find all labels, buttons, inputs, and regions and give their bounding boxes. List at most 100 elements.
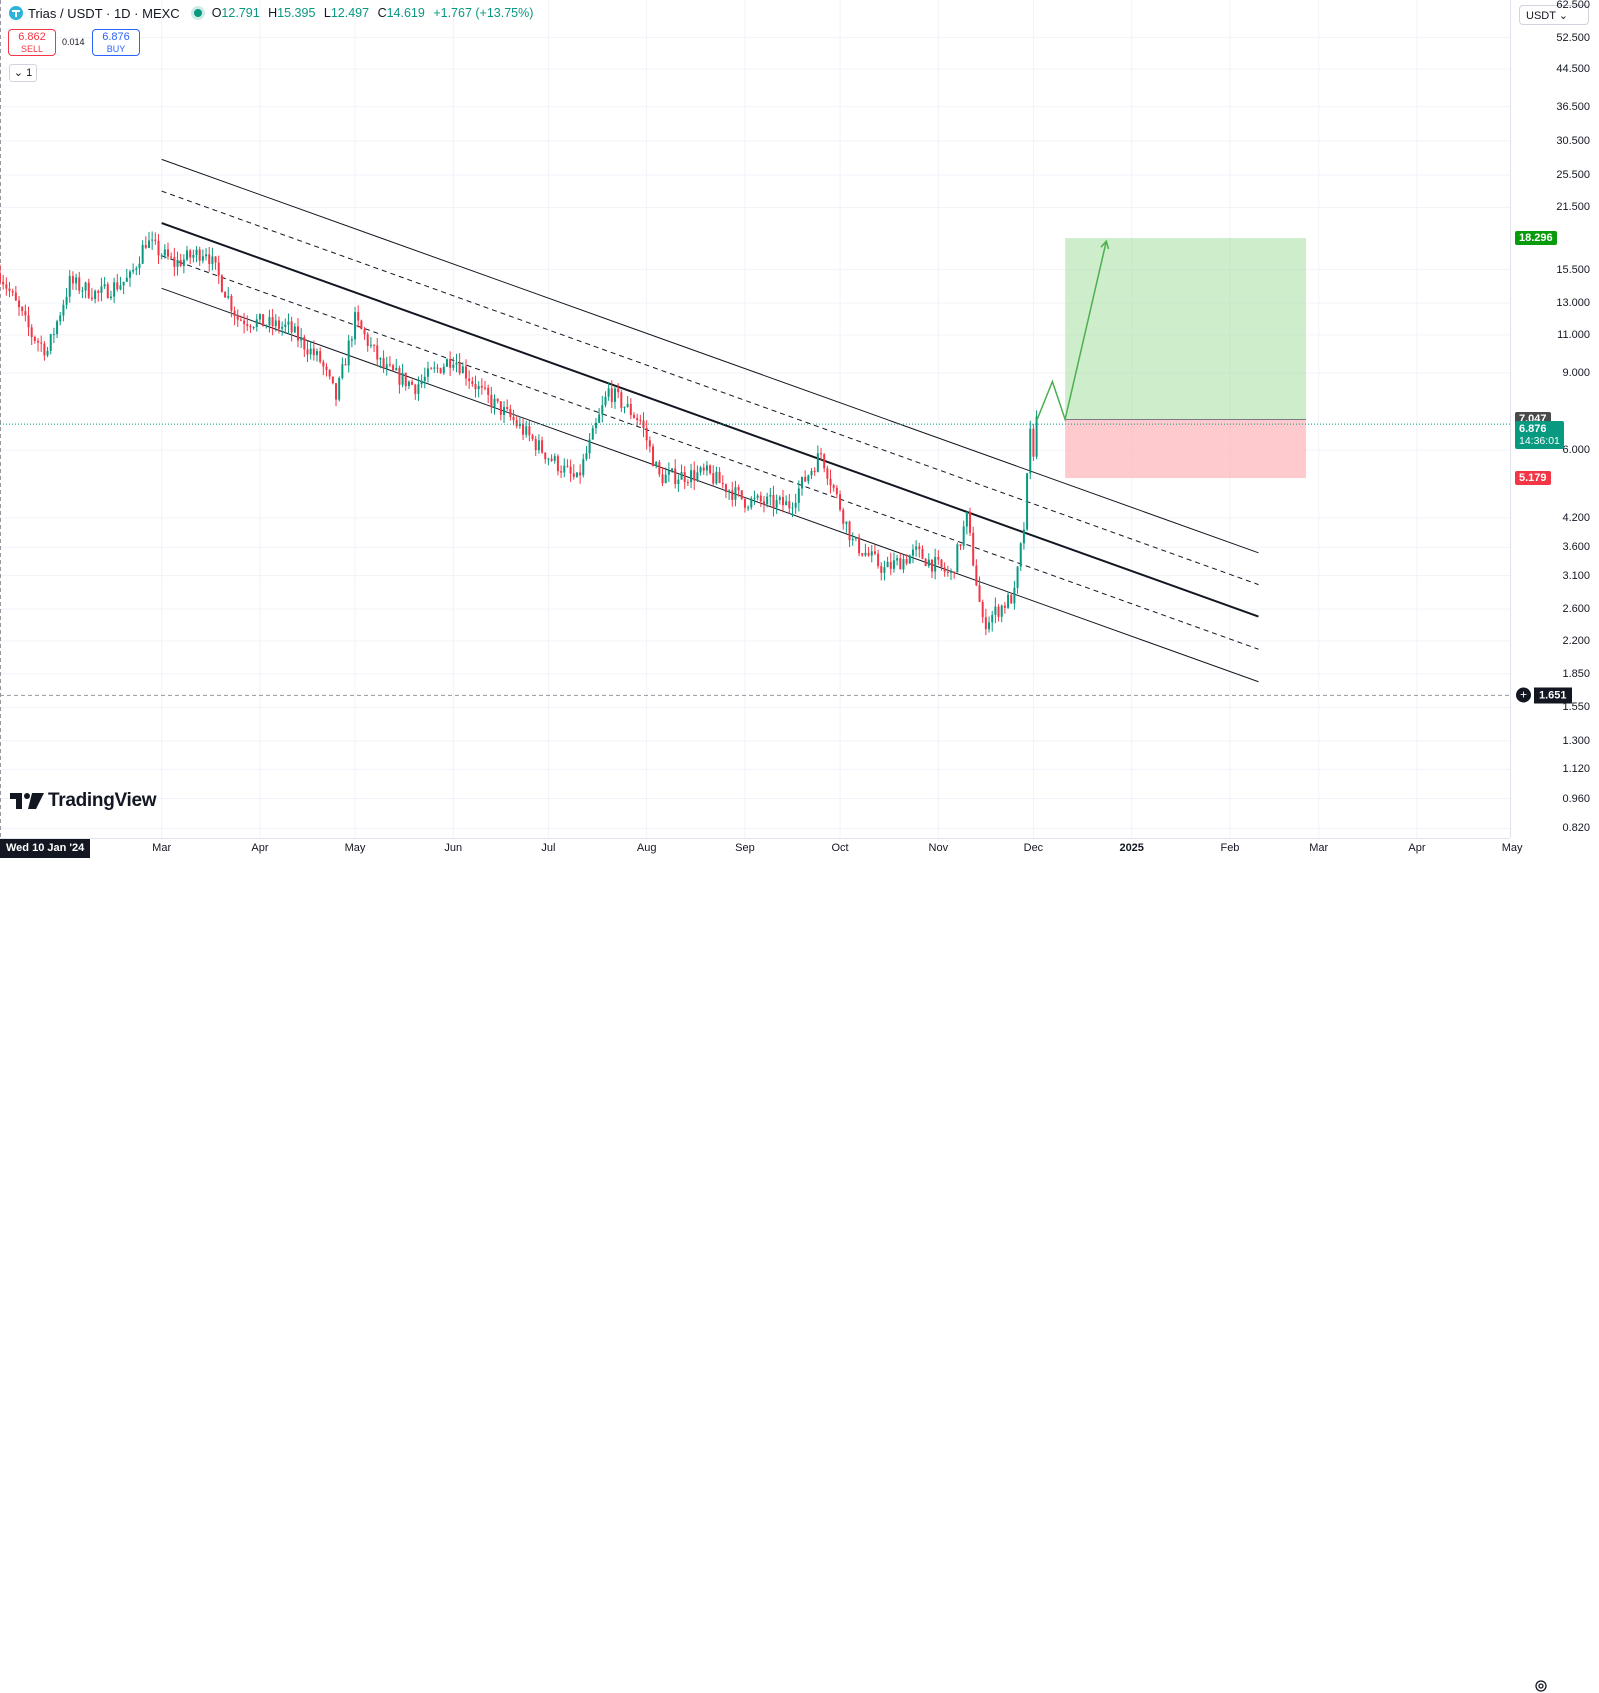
candle-body bbox=[655, 462, 658, 467]
candle-body bbox=[848, 521, 851, 541]
candle-body bbox=[956, 544, 959, 573]
tradingview-logo[interactable]: TradingView bbox=[10, 790, 157, 812]
candle-body bbox=[417, 384, 420, 394]
candle-body bbox=[984, 617, 987, 630]
candle-body bbox=[753, 497, 756, 499]
regression-channel[interactable] bbox=[161, 158, 1259, 683]
candle-body bbox=[176, 259, 179, 267]
candle-body bbox=[1007, 594, 1010, 608]
candle-body bbox=[179, 259, 182, 266]
candle-body bbox=[322, 361, 325, 367]
candle-body bbox=[861, 553, 864, 556]
candle-body bbox=[877, 553, 880, 567]
candle-body bbox=[287, 321, 290, 325]
long-position-tool[interactable] bbox=[1065, 238, 1307, 479]
candle-body bbox=[173, 257, 176, 267]
time-tick-label: Sep bbox=[735, 842, 755, 854]
indicators-collapse-toggle[interactable]: ⌄ 1 bbox=[9, 64, 37, 82]
candle-body bbox=[541, 440, 544, 453]
currency-selector[interactable]: USDT ⌄ bbox=[1519, 5, 1589, 25]
time-tick-label: Aug bbox=[636, 842, 657, 854]
add-alert-plus-icon[interactable]: + bbox=[1515, 686, 1532, 704]
high-value: 15.395 bbox=[277, 6, 316, 20]
candle-body bbox=[420, 381, 423, 385]
candle-body bbox=[138, 263, 141, 269]
candle-body bbox=[24, 311, 27, 316]
candle-body bbox=[528, 426, 531, 436]
price-tick-label: 11.000 bbox=[1557, 328, 1590, 341]
candle-body bbox=[892, 560, 895, 569]
candle-body bbox=[347, 340, 350, 366]
candle-body bbox=[385, 364, 388, 369]
candle-body bbox=[224, 291, 227, 298]
candle-body bbox=[354, 312, 357, 340]
candle-body bbox=[135, 268, 138, 270]
candle-body bbox=[341, 364, 344, 378]
candle-body bbox=[18, 300, 21, 308]
candle-body bbox=[534, 439, 537, 451]
projection-path[interactable] bbox=[1035, 239, 1110, 423]
candle-body bbox=[205, 254, 208, 257]
candle-body bbox=[464, 366, 467, 379]
symbol-title[interactable]: Trias / USDT · 1D · MEXC bbox=[28, 5, 180, 21]
candle-body bbox=[122, 281, 125, 286]
candle-body bbox=[683, 472, 686, 482]
candle-body bbox=[306, 349, 309, 355]
time-tick-label: Mar bbox=[1309, 842, 1329, 854]
candle-body bbox=[864, 552, 867, 556]
candle-body bbox=[756, 495, 759, 498]
buy-button[interactable]: 6.876 BUY bbox=[92, 29, 140, 56]
candle-body bbox=[515, 420, 518, 427]
candle-body bbox=[522, 423, 525, 435]
gear-icon[interactable] bbox=[1534, 1679, 1548, 1693]
price-tick-label: 2.200 bbox=[1562, 634, 1590, 647]
price-tick-label: 25.500 bbox=[1556, 168, 1590, 181]
candle-body bbox=[560, 471, 563, 473]
price-tick-label: 3.600 bbox=[1562, 541, 1590, 554]
candle-body bbox=[785, 501, 788, 506]
candle-body bbox=[927, 559, 930, 567]
candle-body bbox=[11, 291, 14, 293]
candle-body bbox=[965, 511, 968, 527]
candle-body bbox=[366, 334, 369, 346]
candle-body bbox=[404, 372, 407, 387]
price-axis[interactable]: USDT ⌄ 62.500 52.500 44.500 36.500 30.500 25.… bbox=[1510, 0, 1599, 838]
candle-body bbox=[249, 326, 252, 328]
candle-body bbox=[937, 557, 940, 560]
candle-body bbox=[284, 324, 287, 327]
candle-body bbox=[652, 446, 655, 467]
price-tick-label: 1.850 bbox=[1562, 667, 1590, 680]
sell-button[interactable]: 6.862 SELL bbox=[8, 29, 56, 56]
candle-body bbox=[487, 387, 490, 395]
time-axis[interactable]: Mar Apr May Jun Jul Aug Sep Oct Nov Dec 2025 Feb Mar… bbox=[0, 838, 1547, 1692]
trias-logo-icon bbox=[9, 6, 23, 20]
candle-body bbox=[569, 466, 572, 474]
candle-body bbox=[1019, 543, 1022, 567]
candle-body bbox=[360, 320, 363, 330]
candle-body bbox=[544, 452, 547, 460]
candle-body bbox=[851, 538, 854, 541]
candle-body bbox=[357, 312, 360, 321]
crosshair-price-label: + 1.651 bbox=[1515, 686, 1572, 704]
change-value: +1.767 (+13.75%) bbox=[433, 6, 534, 20]
candle-body bbox=[724, 484, 727, 493]
candle-body bbox=[468, 378, 471, 382]
candle-body bbox=[458, 362, 461, 374]
candle-body bbox=[455, 362, 458, 365]
candle-body bbox=[236, 315, 239, 320]
price-tick-label: 44.500 bbox=[1556, 63, 1590, 76]
high-label: H bbox=[268, 6, 278, 20]
candle-body bbox=[449, 359, 452, 368]
projection-line bbox=[1035, 241, 1108, 423]
candle-body bbox=[227, 295, 230, 298]
candle-body bbox=[189, 250, 192, 258]
candle-body bbox=[854, 537, 857, 539]
candle-body bbox=[106, 284, 109, 299]
candle-body bbox=[103, 284, 106, 287]
candle-body bbox=[943, 567, 946, 572]
candle-body bbox=[677, 479, 680, 484]
chart-area[interactable]: Trias / USDT · 1D · MEXC O12.791 H15.395… bbox=[0, 0, 1510, 838]
candle-body bbox=[480, 385, 483, 388]
price-chart[interactable] bbox=[0, 0, 1510, 838]
candle-body bbox=[344, 364, 347, 366]
